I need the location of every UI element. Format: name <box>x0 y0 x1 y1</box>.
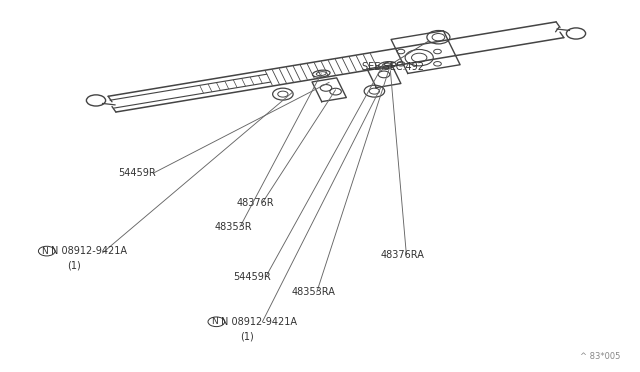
Text: (1): (1) <box>240 332 253 341</box>
Text: N: N <box>211 317 218 326</box>
Text: 48376R: 48376R <box>237 198 275 208</box>
Text: 48353RA: 48353RA <box>291 287 335 297</box>
Text: N: N <box>42 247 49 256</box>
Text: N 08912-9421A: N 08912-9421A <box>221 317 297 327</box>
Text: 48353R: 48353R <box>214 222 252 232</box>
Text: 48376RA: 48376RA <box>381 250 425 260</box>
Text: N 08912-9421A: N 08912-9421A <box>51 246 127 256</box>
Text: ^ 83*005: ^ 83*005 <box>580 352 621 361</box>
Text: (1): (1) <box>67 261 81 271</box>
Text: 54459R: 54459R <box>118 168 156 178</box>
Text: 54459R: 54459R <box>234 272 271 282</box>
Text: SEE SEC.492: SEE SEC.492 <box>362 62 424 72</box>
